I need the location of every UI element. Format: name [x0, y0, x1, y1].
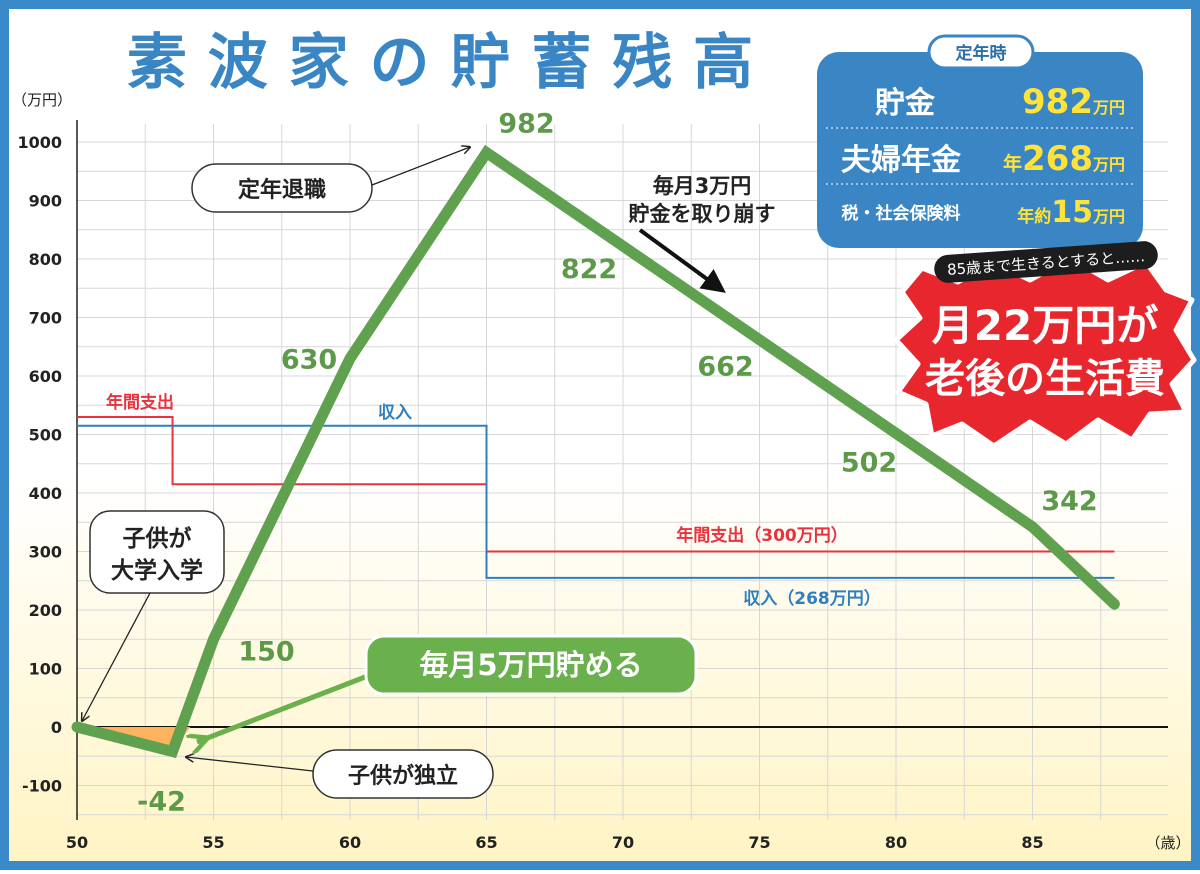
university-bubble [89, 510, 225, 594]
callout-burst [893, 255, 1197, 449]
data-label: -42 [137, 787, 186, 818]
data-label: 342 [1041, 486, 1097, 517]
x-tick-label: 75 [748, 833, 770, 852]
y-tick-label: 0 [51, 718, 62, 737]
info-value-pension: 年268万円 [1003, 139, 1125, 179]
independent-label: 子供が独立 [348, 763, 458, 789]
data-label: 150 [238, 636, 294, 667]
living-cost-callout: 85歳まで生きるとすると…… 月22万円が 老後の生活費 [893, 241, 1197, 449]
income-line [77, 424, 1115, 579]
income-label-2: 収入（268万円） [743, 588, 881, 609]
info-box-bg [817, 52, 1143, 248]
withdraw-arrow [638, 228, 726, 293]
y-tick-label: 100 [29, 660, 62, 679]
x-tick-label: 55 [202, 833, 224, 852]
y-tick-label: 900 [29, 192, 62, 211]
retirement-bubble [191, 163, 373, 213]
data-label: 822 [561, 254, 617, 285]
y-tick-label: -100 [22, 777, 62, 796]
withdraw-label: 貯金を取り崩す [629, 202, 776, 226]
independent-bubble [312, 749, 494, 799]
save-arrow [197, 669, 379, 742]
expense-line [77, 415, 1115, 553]
series-layer [71, 144, 1120, 759]
x-tick-label: 85 [1021, 833, 1043, 852]
x-tick-label: 65 [475, 833, 497, 852]
labels-layer: 982 822 662 502 342 630 150 -42 年間支出収入年間支出（300万円… [106, 109, 1098, 818]
y-tick-label: 800 [29, 250, 62, 269]
x-tick-label: 80 [885, 833, 907, 852]
info-label-pension: 夫婦年金 [841, 143, 962, 178]
info-value-tax: 年約15万円 [1017, 195, 1125, 230]
university-label: 子供が [123, 525, 192, 552]
y-tick-label: 600 [29, 367, 62, 386]
y-tick-label: 500 [29, 426, 62, 445]
x-unit-label: （歳） [1145, 834, 1190, 852]
info-header-pill [927, 34, 1035, 70]
save-monthly-pill [364, 634, 698, 696]
x-tick-label: 70 [612, 833, 634, 852]
y-tick-label: 1000 [17, 133, 62, 152]
retirement-label: 定年退職 [238, 177, 326, 203]
expense-label-2: 年間支出（300万円） [676, 525, 848, 546]
independent-arrow [186, 757, 314, 772]
y-tick-label: 200 [29, 601, 62, 620]
y-tick-label: 400 [29, 484, 62, 503]
chart-title: 素 波 家 の 貯 蓄 残 高 [127, 28, 753, 98]
savings-line [71, 144, 1120, 759]
data-label: 982 [498, 109, 554, 140]
university-label: 大学入学 [111, 557, 203, 584]
y-tick-label: 700 [29, 309, 62, 328]
info-label-tax: 税・社会保険料 [842, 203, 961, 224]
info-header: 定年時 [956, 43, 1007, 64]
data-label: 630 [281, 344, 337, 375]
x-tick-label: 50 [66, 833, 88, 852]
save-monthly-label: 毎月5万円貯める [419, 648, 642, 682]
data-label: 502 [841, 447, 897, 478]
callout-line1: 月22万円が [932, 301, 1158, 350]
axes: -100 0 100 200 300 400 500 600 700 800 900 1000 50 55… [12, 91, 1191, 852]
x-tick-label: 60 [339, 833, 361, 852]
callout-line2: 老後の生活費 [925, 356, 1165, 402]
withdraw-label: 毎月3万円 [653, 174, 752, 198]
data-label: 662 [697, 352, 753, 383]
expense-label: 年間支出 [106, 392, 174, 413]
y-unit-label: （万円） [12, 91, 72, 109]
info-label-savings: 貯金 [875, 86, 936, 121]
info-value-savings: 982万円 [1022, 82, 1125, 122]
income-label: 収入 [378, 403, 412, 423]
retirement-arrow [371, 147, 470, 186]
university-arrow [82, 592, 151, 721]
info-box: 定年時 貯金 982万円 夫婦年金 年268万円 税・社会保険料 年約15万円 [817, 34, 1143, 248]
y-tick-label: 300 [29, 543, 62, 562]
callout-banner-bg [934, 241, 1158, 283]
